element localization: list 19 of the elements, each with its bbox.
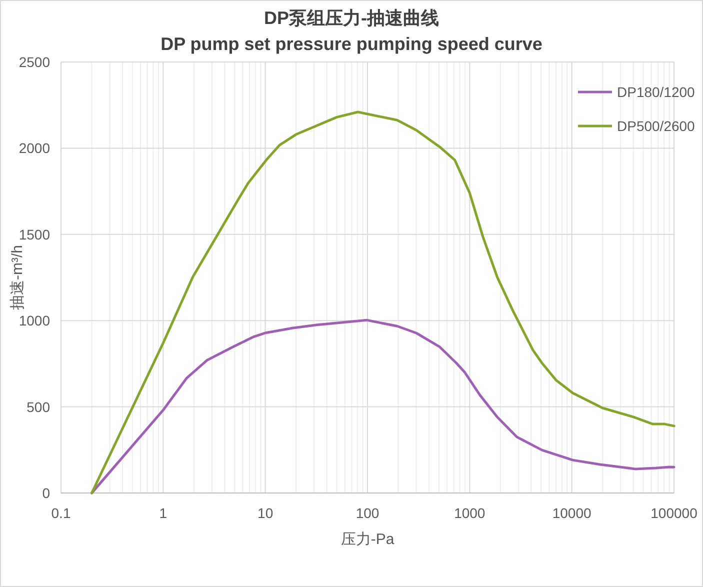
x-tick-label: 0.1 bbox=[51, 505, 71, 521]
x-axis-title: 压力-Pa bbox=[340, 531, 395, 548]
x-tick-label: 100000 bbox=[650, 505, 698, 521]
legend-label: DP500/2600 bbox=[617, 118, 696, 134]
y-tick-label: 1000 bbox=[18, 312, 50, 329]
y-tick-label: 0 bbox=[42, 485, 50, 501]
chart-subtitle: DP pump set pressure pumping speed curve bbox=[160, 34, 542, 54]
y-tick-label: 500 bbox=[26, 398, 50, 415]
y-tick-label: 1500 bbox=[18, 226, 50, 242]
x-tick-label: 1000 bbox=[454, 505, 486, 521]
x-tick-label: 1 bbox=[159, 505, 168, 521]
y-tick-label: 2000 bbox=[18, 140, 50, 156]
legend-label: DP180/1200 bbox=[617, 84, 696, 100]
x-tick-label: 100 bbox=[356, 505, 380, 521]
x-tick-label: 10000 bbox=[552, 505, 592, 521]
y-tick-label: 2500 bbox=[18, 54, 50, 70]
chart-title: DP泵组压力-抽速曲线 bbox=[264, 8, 439, 28]
y-axis-title: 抽速-m³/h bbox=[9, 245, 26, 310]
x-tick-label: 10 bbox=[258, 505, 274, 521]
